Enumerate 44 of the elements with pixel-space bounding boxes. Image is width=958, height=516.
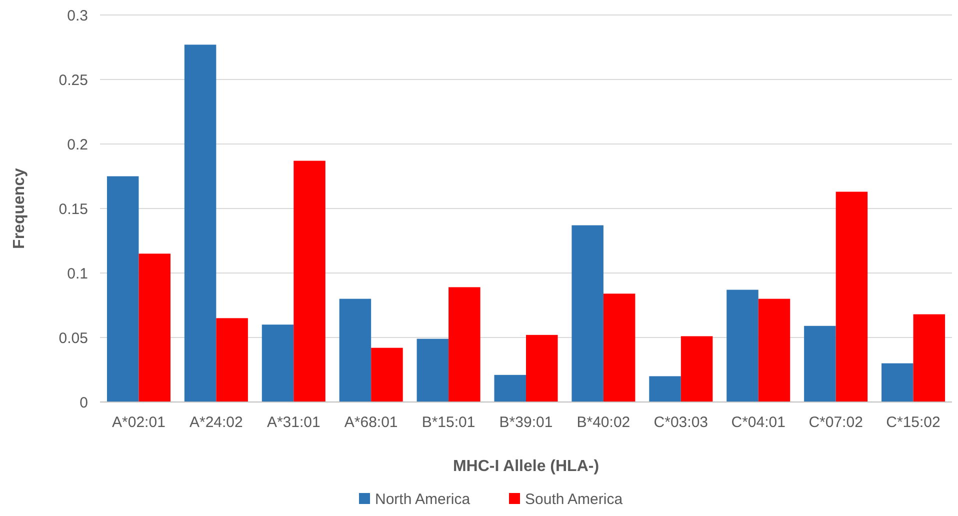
- y-tick-label: 0.3: [67, 7, 88, 24]
- bar: [913, 314, 946, 402]
- legend-label: North America: [375, 491, 471, 508]
- y-axis-title: Frequency: [11, 168, 28, 249]
- x-axis-title: MHC-I Allele (HLA-): [452, 458, 600, 475]
- bar: [526, 334, 558, 402]
- y-tick-label: 0.1: [67, 265, 88, 282]
- bar: [603, 294, 636, 402]
- y-tick-label: 0: [80, 394, 88, 412]
- bar: [649, 376, 681, 402]
- bar: [680, 336, 713, 402]
- x-tick-label: C*15:02: [886, 414, 940, 431]
- bar: [758, 298, 790, 402]
- legend-label: South America: [525, 491, 624, 508]
- bar: [371, 348, 403, 402]
- bar: [294, 160, 326, 402]
- bar: [106, 176, 139, 402]
- x-tick-label: B*40:02: [576, 414, 630, 431]
- x-tick-label: A*31:01: [266, 414, 320, 431]
- x-tick-label: A*02:01: [112, 414, 166, 431]
- bar: [882, 363, 914, 402]
- x-tick-label: C*03:03: [654, 414, 708, 431]
- y-tick-label: 0.25: [58, 72, 88, 89]
- bar: [184, 44, 216, 402]
- bar: [726, 290, 758, 402]
- bar: [572, 225, 604, 402]
- x-tick-label: C*07:02: [808, 414, 863, 431]
- x-tick-label: B*15:01: [422, 414, 476, 431]
- bar: [836, 192, 868, 402]
- x-tick-label: B*39:01: [499, 414, 553, 431]
- bar: [262, 324, 294, 402]
- bar: [804, 326, 836, 402]
- x-tick-label: A*24:02: [189, 414, 243, 431]
- y-tick-label: 0.2: [67, 136, 88, 154]
- bar: [216, 318, 248, 402]
- x-tick-label: A*68:01: [344, 414, 398, 431]
- y-tick-label: 0.05: [58, 330, 88, 347]
- bar: [416, 338, 449, 402]
- bar: [494, 374, 526, 402]
- y-tick-label: 0.15: [58, 200, 88, 218]
- bar: [138, 254, 170, 402]
- x-tick-label: C*04:01: [731, 414, 786, 431]
- bar: [448, 287, 480, 402]
- bar: [339, 298, 372, 402]
